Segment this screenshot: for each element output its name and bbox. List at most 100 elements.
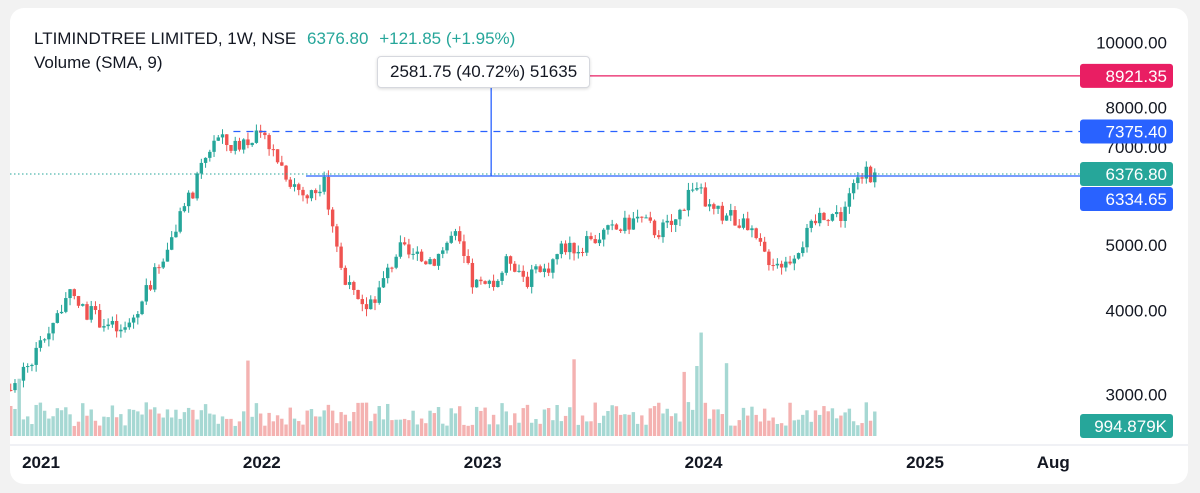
volume-tag-text: 994.879K — [1094, 417, 1167, 436]
candle-body — [445, 242, 449, 251]
volume-bar — [568, 407, 572, 436]
time-axis-tick-label: 2023 — [464, 453, 502, 472]
volume-bar — [258, 413, 263, 436]
volume-indicator-label[interactable]: Volume (SMA, 9) — [34, 53, 163, 72]
volume-bar — [686, 402, 691, 436]
volume-bar — [131, 409, 136, 436]
volume-bar — [678, 421, 682, 436]
candle-body — [38, 340, 43, 348]
price-axis: 10000.008000.007000.005000.004000.003000… — [1080, 34, 1173, 438]
candle-body — [68, 289, 72, 299]
volume-bar — [356, 402, 360, 436]
candle-body — [199, 162, 204, 174]
candle-body — [169, 237, 174, 250]
candle-body — [733, 210, 737, 226]
candle-body — [267, 135, 271, 150]
volume-bar — [195, 419, 199, 436]
volume-bar — [491, 414, 496, 436]
volume-bar — [263, 425, 267, 436]
candle-body — [851, 183, 856, 194]
candle-body — [597, 239, 602, 244]
candle-body — [593, 239, 597, 244]
candle-body — [830, 214, 835, 221]
candle-body — [563, 243, 568, 253]
volume-bar — [801, 414, 805, 436]
candle-body — [610, 224, 614, 226]
volume-bar — [428, 410, 432, 436]
candle-body — [326, 176, 331, 210]
candle-body — [546, 268, 551, 273]
candle-body — [407, 244, 411, 255]
volume-bar — [284, 424, 288, 436]
candle-body — [212, 140, 216, 152]
volume-bar — [330, 410, 335, 436]
candle-body — [538, 266, 542, 272]
volume-bar — [407, 420, 411, 436]
price-chart[interactable]: 10000.008000.007000.005000.004000.003000… — [10, 8, 1188, 484]
candle-body — [559, 243, 564, 255]
volume-bar — [614, 406, 619, 436]
candle-body — [72, 289, 76, 297]
volume-bar — [93, 420, 98, 436]
volume-bar — [699, 332, 703, 436]
candle-body — [703, 187, 708, 207]
volume-bar — [453, 413, 458, 436]
volume-bar — [479, 410, 483, 436]
candle-body — [640, 216, 644, 218]
volume-bar — [640, 415, 644, 436]
candle-body — [534, 266, 538, 270]
candle-body — [292, 184, 297, 187]
volume-bar — [504, 411, 508, 436]
candle-body — [792, 258, 797, 264]
candle-body — [843, 206, 847, 221]
candle-body — [796, 253, 801, 259]
candle-body — [788, 261, 792, 264]
candle-body — [394, 256, 398, 268]
candle-body — [161, 261, 165, 268]
volume-bar — [606, 411, 610, 436]
volume-bar — [873, 411, 877, 436]
candle-body — [246, 139, 250, 146]
volume-bar — [627, 414, 631, 436]
volume-bar — [55, 408, 60, 436]
volume-bar — [267, 412, 271, 436]
volume-tag-bg — [1080, 414, 1173, 438]
candle-body — [182, 206, 187, 212]
volume-bar — [305, 410, 309, 436]
candle-body — [695, 188, 699, 190]
candle-body — [271, 149, 276, 151]
volume-bar — [394, 419, 398, 436]
candle-body — [97, 309, 102, 328]
volume-bar — [136, 411, 140, 436]
volume-bar — [347, 421, 352, 436]
candle-body — [119, 329, 123, 332]
candle-body — [241, 139, 246, 150]
volume-bar — [847, 408, 852, 436]
candle-body — [85, 304, 89, 320]
volume-bar — [301, 424, 305, 436]
volume-tag: 994.879K — [1080, 414, 1173, 438]
volume-bar — [551, 420, 555, 436]
volume-bar — [534, 419, 538, 436]
volume-bar — [313, 416, 318, 436]
candle-body — [110, 320, 115, 325]
volume-bar — [42, 410, 47, 436]
candle-body — [525, 276, 530, 287]
candle-body — [123, 327, 127, 330]
volume-bar — [225, 418, 229, 436]
time-axis-tick-label: 2024 — [685, 453, 723, 472]
legend-volume-row: Volume (SMA, 9) — [34, 54, 515, 78]
volume-bar — [157, 413, 161, 436]
candle-body — [436, 253, 441, 266]
candle-body — [669, 220, 674, 225]
volume-bar — [34, 404, 38, 436]
candle-body — [195, 173, 199, 199]
candle-body — [542, 268, 547, 272]
volume-bar — [500, 403, 504, 436]
candle-body — [720, 205, 725, 221]
volume-bar — [775, 423, 780, 436]
price-tag-1-text: 8921.35 — [1106, 67, 1167, 86]
candle-body — [275, 149, 280, 163]
candle-body — [699, 187, 703, 189]
candle-body — [847, 193, 852, 207]
